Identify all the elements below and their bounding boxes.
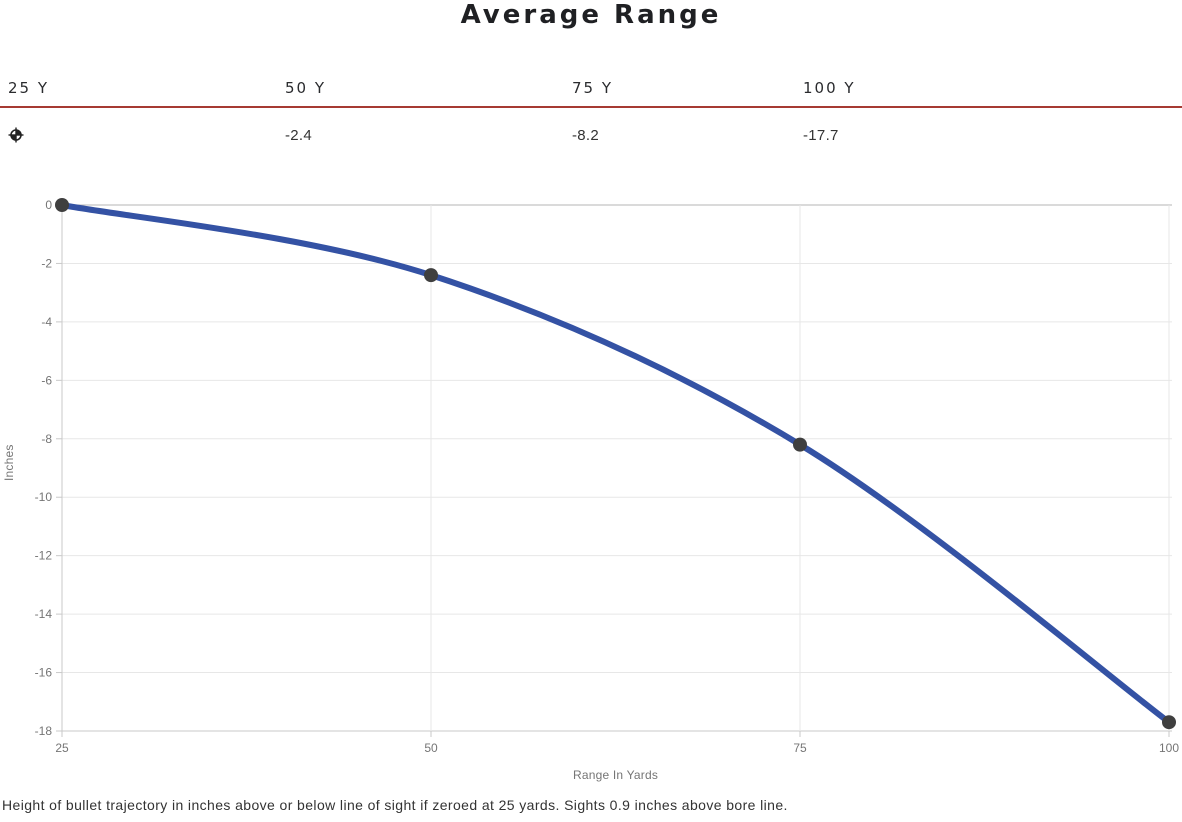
y-tick-label: -2 xyxy=(41,256,52,270)
y-tick-label: -16 xyxy=(35,666,53,680)
zero-crosshair-icon xyxy=(8,127,24,143)
data-point-marker[interactable] xyxy=(424,268,438,283)
range-header-50y: 50 Y xyxy=(285,79,327,97)
y-axis-label: Inches xyxy=(2,444,16,482)
range-value-75y: -8.2 xyxy=(572,127,600,144)
range-header-25y: 25 Y xyxy=(8,79,50,97)
x-tick-label: 75 xyxy=(793,741,807,755)
range-header-75y: 75 Y xyxy=(572,79,614,97)
range-table-header: 25 Y 50 Y 75 Y 100 Y xyxy=(0,79,1182,97)
y-tick-label: -18 xyxy=(35,724,53,738)
data-point-marker[interactable] xyxy=(55,198,69,212)
y-tick-label: -10 xyxy=(35,490,53,504)
x-axis-label: Range In Yards xyxy=(572,768,659,782)
range-table-values: -2.4 -8.2 -17.7 xyxy=(0,127,1182,144)
trajectory-chart[interactable]: 0 -2 -4 -6 -8 -10 -12 -14 -16 -18 25 50 75 100 Range … xyxy=(0,190,1182,790)
y-tick-label: -4 xyxy=(41,315,52,329)
y-tick-label: 0 xyxy=(45,198,52,212)
range-header-100y: 100 Y xyxy=(803,79,856,97)
data-point-marker[interactable] xyxy=(793,437,807,452)
x-tick-label: 25 xyxy=(55,741,69,755)
x-tick-label: 100 xyxy=(1159,741,1179,755)
trajectory-line xyxy=(59,202,1172,726)
y-tick-label: -14 xyxy=(35,607,53,621)
range-value-100y: -17.7 xyxy=(803,127,839,144)
data-point-marker[interactable] xyxy=(1162,715,1176,730)
red-divider xyxy=(0,106,1182,108)
y-tick-label: -8 xyxy=(41,432,52,446)
page-title: Average Range xyxy=(460,0,722,30)
range-value-50y: -2.4 xyxy=(285,127,313,144)
y-tick-label: -12 xyxy=(35,549,53,563)
x-tick-label: 50 xyxy=(424,741,438,755)
chart-footnote: Height of bullet trajectory in inches ab… xyxy=(2,797,788,813)
range-value-25y xyxy=(0,127,285,144)
y-tick-label: -6 xyxy=(41,373,52,387)
